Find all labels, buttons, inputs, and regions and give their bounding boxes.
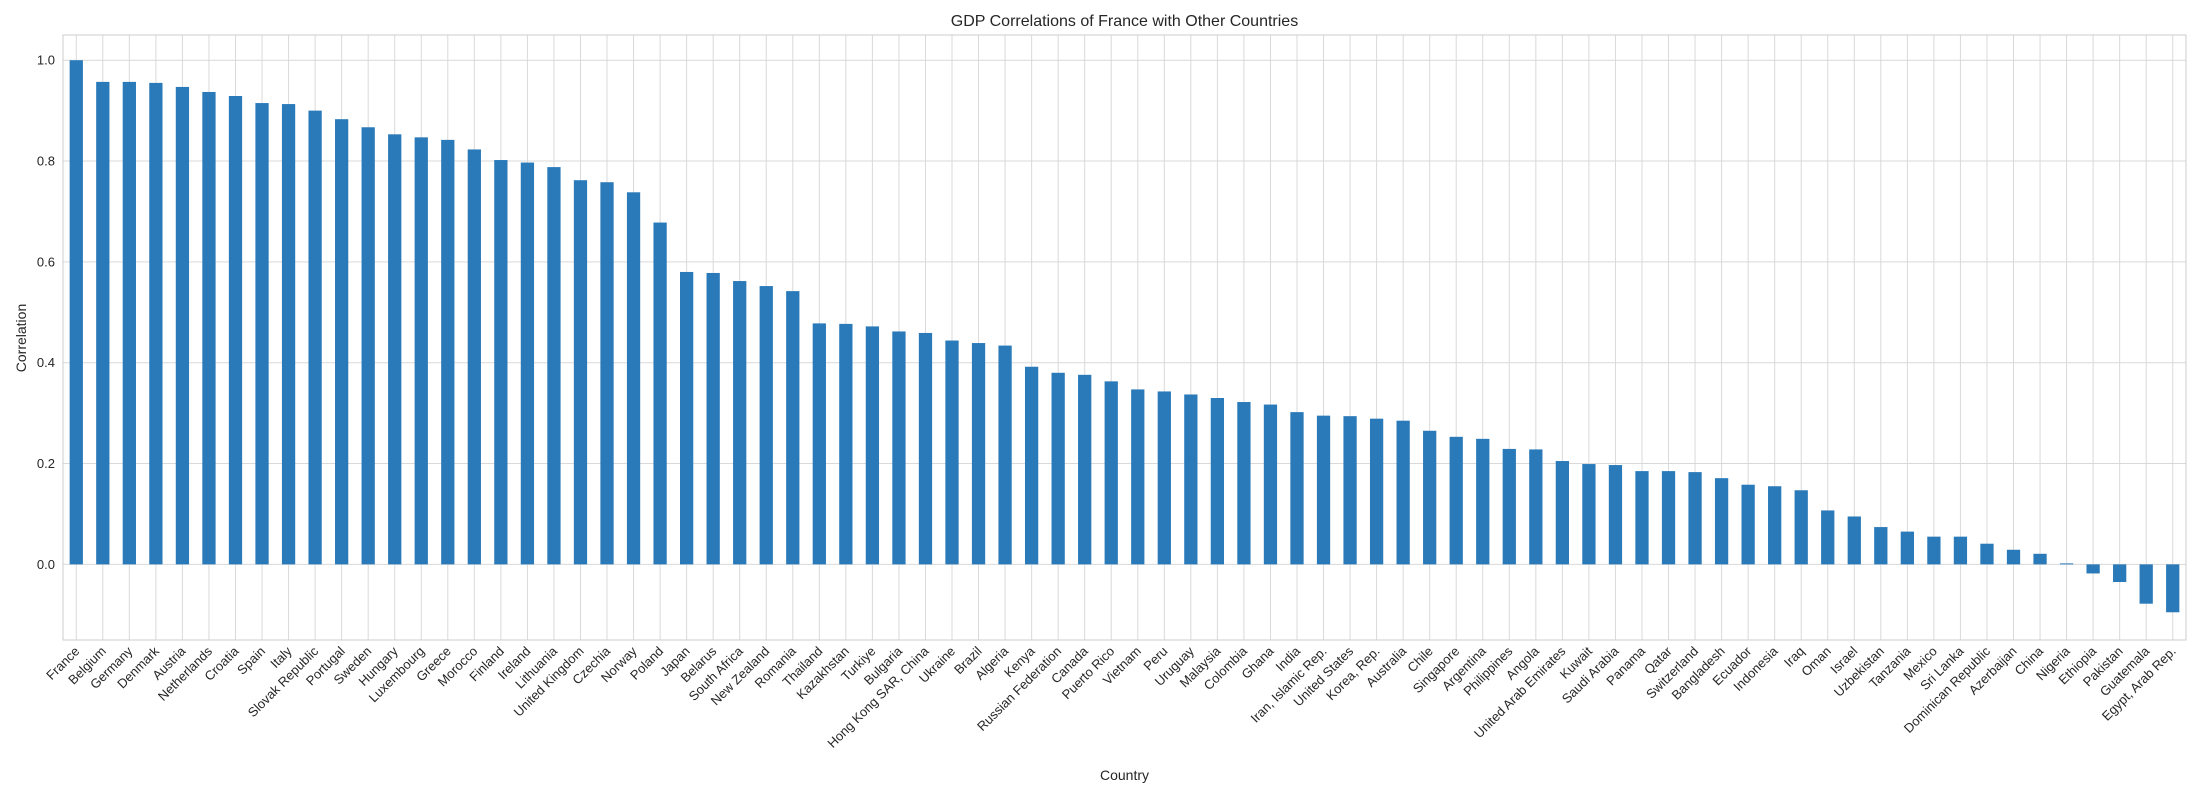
- bar-argentina: [1476, 438, 1490, 565]
- bar-thailand: [812, 323, 826, 565]
- bar-algeria: [998, 345, 1012, 565]
- bar-portugal: [335, 119, 349, 565]
- y-tick-label: 0.8: [37, 154, 55, 169]
- bar-romania: [786, 291, 800, 565]
- bar-germany: [122, 81, 136, 565]
- bar-poland: [653, 222, 667, 565]
- bar-hungary: [388, 134, 402, 565]
- bar-croatia: [228, 96, 243, 565]
- bar-greece: [441, 139, 455, 565]
- bar-ukraine: [945, 340, 959, 565]
- bar-hong-kong-sar-china: [918, 332, 933, 565]
- bar-new-zealand: [759, 286, 773, 565]
- bar-india: [1290, 412, 1304, 565]
- bar-australia: [1396, 420, 1410, 565]
- bar-peru: [1157, 391, 1171, 565]
- y-axis-ticks: 0.0 0.2 0.4 0.6 0.8 1.0: [37, 53, 55, 572]
- bar-japan: [679, 271, 694, 565]
- bar-canada: [1078, 374, 1092, 565]
- bar-singapore: [1449, 436, 1463, 565]
- bar-slovak-republic: [308, 110, 322, 565]
- bar-sweden: [361, 127, 375, 565]
- bar-oman: [1821, 510, 1835, 565]
- x-tick-label: Spain: [234, 644, 268, 678]
- bar-united-arab-emirates: [1555, 461, 1570, 565]
- y-tick-label: 0.6: [37, 254, 55, 269]
- y-tick-label: 0.2: [37, 456, 55, 471]
- x-axis-label: Country: [1100, 767, 1149, 783]
- bar-egypt-arab-rep: [2166, 564, 2180, 613]
- bar-luxembourg: [414, 137, 428, 565]
- bar-uruguay: [1184, 394, 1198, 565]
- bar-ghana: [1263, 404, 1278, 565]
- bar-china: [2033, 553, 2047, 565]
- bar-bangladesh: [1714, 478, 1729, 565]
- bar-pakistan: [2113, 564, 2127, 583]
- bar-spain: [255, 103, 269, 565]
- bar-iran-islamic-rep: [1316, 415, 1331, 565]
- bar-malaysia: [1210, 398, 1225, 565]
- bar-lithuania: [547, 167, 561, 565]
- bar-tanzania: [1900, 531, 1914, 565]
- bar-switzerland: [1688, 472, 1702, 565]
- bar-korea-rep: [1369, 418, 1384, 565]
- y-tick-label: 0.4: [37, 355, 55, 370]
- bar-dominican-republic: [1980, 543, 1994, 565]
- y-axis-label: Correlation: [13, 304, 29, 372]
- bar-belgium: [96, 81, 110, 565]
- bar-morocco: [467, 149, 481, 565]
- bar-indonesia: [1768, 486, 1782, 565]
- bar-azerbaijan: [2006, 549, 2021, 565]
- bar-austria: [175, 86, 190, 565]
- bar-panama: [1635, 471, 1649, 565]
- bar-kuwait: [1582, 464, 1596, 565]
- x-tick-label: Oman: [1798, 644, 1834, 680]
- bar-ethiopia: [2086, 564, 2100, 574]
- bar-philippines: [1502, 448, 1516, 565]
- y-tick-label: 0.0: [37, 557, 55, 572]
- bar-russian-federation: [1051, 372, 1065, 565]
- bar-netherlands: [202, 91, 216, 565]
- bar-ecuador: [1741, 484, 1755, 565]
- bar-sri-lanka: [1953, 536, 1968, 565]
- y-tick-label: 1.0: [37, 53, 55, 68]
- bar-belarus: [706, 272, 720, 565]
- bar-puerto-rico: [1104, 381, 1118, 565]
- bar-czechia: [600, 182, 614, 565]
- x-axis-ticks: FranceBelgiumGermanyDenmarkAustriaNether…: [43, 643, 2179, 751]
- plot-area-frame: [62, 34, 2187, 641]
- bar-vietnam: [1131, 389, 1145, 565]
- bar-united-kingdom: [573, 180, 588, 565]
- bar-colombia: [1237, 402, 1251, 565]
- bar-ireland: [520, 162, 535, 565]
- bar-nigeria: [2059, 563, 2074, 565]
- bar-mexico: [1927, 536, 1941, 565]
- bar-guatemala: [2139, 564, 2153, 604]
- bar-brazil: [971, 343, 986, 565]
- bar-south-africa: [733, 281, 747, 565]
- bar-norway: [626, 192, 641, 565]
- bar-qatar: [1661, 471, 1676, 565]
- chart-title: GDP Correlations of France with Other Co…: [951, 13, 1298, 30]
- grid-lines: [63, 35, 2186, 640]
- bar-iraq: [1794, 490, 1808, 565]
- bar-italy: [281, 104, 296, 565]
- bar-finland: [494, 160, 508, 565]
- bar-united-states: [1343, 416, 1357, 565]
- bar-uzbekistan: [1874, 527, 1888, 565]
- bars: [69, 60, 2180, 613]
- bar-saudi-arabia: [1608, 465, 1623, 565]
- bar-israel: [1847, 516, 1861, 565]
- bar-chile: [1423, 430, 1437, 565]
- bar-kazakhstan: [839, 323, 853, 565]
- bar-france: [69, 60, 83, 565]
- bar-denmark: [149, 82, 163, 565]
- bar-bulgaria: [892, 331, 906, 565]
- bar-kenya: [1024, 366, 1039, 565]
- bar-angola: [1529, 449, 1543, 565]
- bar-turkiye: [865, 326, 880, 565]
